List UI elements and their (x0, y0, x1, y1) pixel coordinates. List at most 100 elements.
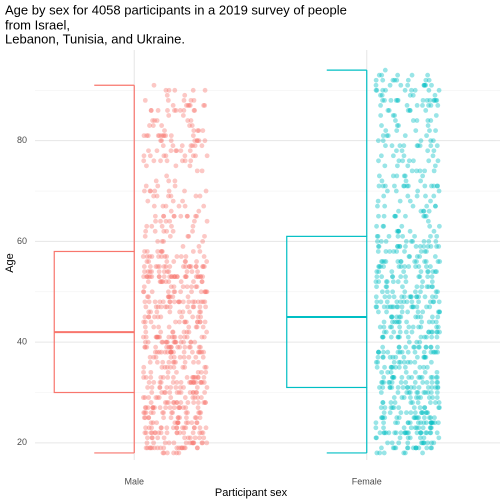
jitter-point (192, 138, 198, 144)
jitter-point (193, 213, 198, 219)
jitter-point (174, 420, 180, 426)
jitter-point (200, 264, 206, 269)
jitter-point (398, 259, 404, 264)
jitter-point (390, 364, 396, 370)
jitter-point (378, 299, 384, 305)
jitter-point (402, 430, 408, 436)
jitter-point (153, 218, 158, 224)
jitter-point (142, 430, 148, 436)
jitter-point (411, 158, 416, 164)
jitter-point (190, 380, 196, 385)
jitter-point (426, 77, 432, 83)
jitter-point (417, 405, 423, 411)
jitter-point (386, 233, 392, 239)
jitter-point (421, 244, 427, 249)
jitter-point (154, 420, 160, 426)
jitter-point (398, 314, 404, 320)
jitter-point (414, 425, 420, 431)
jitter-point (181, 97, 187, 103)
jitter-point (403, 380, 409, 385)
jitter-point (396, 228, 402, 234)
jitter-point (415, 309, 421, 315)
jitter-point (147, 153, 153, 159)
jitter-point (140, 395, 146, 400)
jitter-point (396, 359, 402, 365)
jitter-point (429, 385, 435, 390)
jitter-point (200, 239, 206, 244)
jitter-point (429, 420, 435, 426)
jitter-point (204, 289, 210, 295)
jitter-point (391, 294, 397, 300)
jitter-point (155, 395, 160, 400)
jitter-point (419, 410, 424, 416)
jitter-point (162, 349, 168, 355)
jitter-point (161, 435, 167, 441)
jitter-point (432, 420, 438, 426)
jitter-point (395, 233, 401, 239)
jitter-point (404, 385, 410, 390)
jitter-point (180, 264, 186, 269)
jitter-point (198, 274, 204, 280)
jitter-point (435, 329, 440, 335)
jitter-point (195, 319, 200, 325)
jitter-point (432, 415, 437, 421)
jitter-point (156, 269, 162, 275)
jitter-point (195, 274, 201, 280)
jitter-point (149, 430, 155, 436)
jitter-point (198, 380, 203, 385)
jitter-point (412, 415, 418, 421)
jitter-point (182, 344, 188, 350)
jitter-point (191, 279, 196, 285)
jitter-point (407, 198, 413, 204)
jitter-point (191, 374, 197, 380)
jitter-point (145, 269, 151, 275)
jitter-point (418, 249, 424, 254)
jitter-point (152, 228, 158, 234)
jitter-point (148, 108, 154, 113)
jitter-point (414, 294, 419, 300)
jitter-point (428, 400, 433, 405)
jitter-point (401, 294, 407, 300)
jitter-point (174, 274, 180, 280)
jitter-point (168, 344, 174, 350)
jitter-point (193, 264, 199, 269)
jitter-point (166, 359, 172, 365)
jitter-point (417, 364, 423, 370)
jitter-point (416, 294, 422, 300)
jitter-point (144, 344, 150, 350)
jitter-point (175, 420, 181, 426)
jitter-point (383, 284, 389, 290)
jitter-point (191, 97, 197, 103)
jitter-point (404, 319, 409, 325)
jitter-point (185, 400, 191, 405)
jitter-point (180, 309, 186, 315)
jitter-point (436, 244, 442, 249)
jitter-point (412, 87, 418, 93)
jitter-point (165, 294, 171, 300)
jitter-point (434, 97, 440, 103)
jitter-point (410, 92, 416, 98)
jitter-point (187, 309, 192, 315)
jitter-point (143, 445, 149, 451)
jitter-point (436, 299, 442, 305)
jitter-point (373, 304, 379, 310)
jitter-point (410, 239, 416, 244)
jitter-point (153, 430, 158, 436)
jitter-point (402, 289, 408, 295)
jitter-point (391, 374, 396, 380)
jitter-point (192, 395, 198, 400)
jitter-point (431, 183, 437, 189)
jitter-point (422, 405, 428, 411)
jitter-point (174, 274, 180, 280)
jitter-point (183, 425, 189, 431)
jitter-point (173, 359, 178, 365)
jitter-point (158, 304, 164, 310)
jitter-point (156, 395, 162, 400)
jitter-point (379, 380, 385, 385)
jitter-point (183, 420, 189, 426)
jitter-point (412, 259, 418, 264)
jitter-point (389, 380, 395, 385)
jitter-point (380, 259, 385, 264)
jitter-point (202, 299, 208, 305)
jitter-point (423, 193, 428, 199)
